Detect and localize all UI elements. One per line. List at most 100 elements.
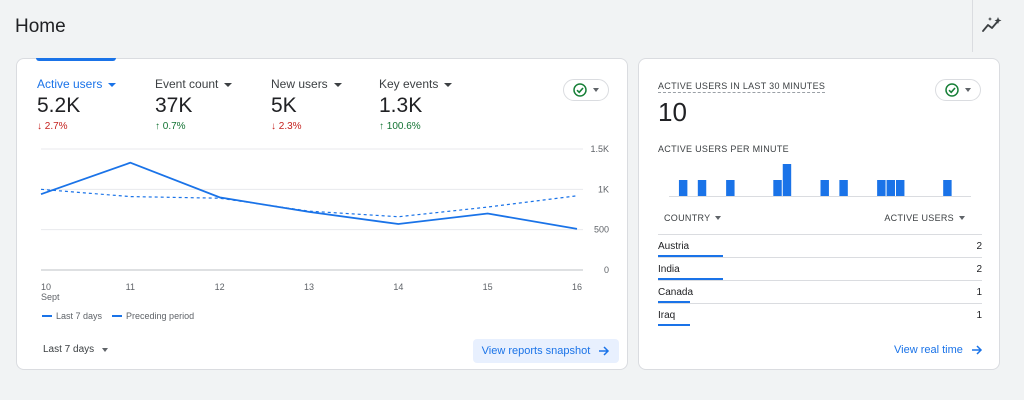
legend-item: Preceding period	[112, 311, 194, 321]
caret-down-icon	[224, 82, 233, 87]
table-row[interactable]: Austria 2	[658, 234, 982, 257]
x-tick-label: 11	[126, 282, 135, 292]
data-quality-status-button[interactable]	[563, 79, 609, 101]
overview-line-chart: 0 500 1K 1.5K 10 11 12 13 14 15 16 Sept	[40, 144, 609, 302]
share-bar	[658, 301, 691, 303]
metric-label: Event count	[155, 77, 219, 91]
x-tick-label: 13	[304, 282, 314, 292]
metric-change: ↓ 2.3%	[271, 121, 342, 132]
realtime-active-users-value: 10	[658, 97, 687, 127]
x-tick-label: 16	[572, 282, 582, 292]
metric-active-users[interactable]: Active users 5.2K ↓ 2.7%	[37, 77, 117, 132]
per-minute-bar-chart	[669, 164, 971, 197]
share-bar	[658, 278, 723, 280]
metric-change: ↓ 2.7%	[37, 121, 116, 132]
country-header-label: COUNTRY	[664, 213, 711, 223]
metric-key-events[interactable]: Key events 1.3K ↑ 100.6%	[379, 77, 453, 132]
check-circle-icon	[573, 83, 587, 97]
per-minute-bar	[943, 180, 952, 196]
arrow-up-icon: ↑	[155, 121, 160, 132]
x-tick-label: 15	[483, 282, 493, 292]
metric-value: 5K	[271, 94, 297, 117]
active-metric-indicator	[36, 58, 116, 61]
metric-value: 5.2K	[37, 94, 81, 117]
share-bar	[658, 324, 691, 326]
y-tick-label: 500	[594, 225, 609, 235]
x-tick-label: 10	[41, 282, 51, 292]
legend-label: Last 7 days	[56, 311, 103, 321]
legend-label: Preceding period	[126, 311, 195, 321]
per-minute-subtitle: ACTIVE USERS PER MINUTE	[658, 144, 789, 154]
metric-change: ↑ 0.7%	[155, 121, 232, 132]
metric-change-value: 100.6%	[386, 121, 421, 132]
realtime-title: ACTIVE USERS IN LAST 30 MINUTES	[658, 81, 826, 93]
caret-down-icon	[715, 216, 722, 220]
per-minute-bar	[782, 164, 792, 196]
country-name: Iraq	[658, 310, 676, 321]
legend-solid-swatch	[42, 315, 52, 317]
arrow-down-icon: ↓	[271, 121, 276, 132]
metric-event-count[interactable]: Event count 37K ↑ 0.7%	[155, 77, 233, 132]
country-name: Canada	[658, 287, 694, 298]
arrow-up-icon: ↑	[379, 121, 384, 132]
per-minute-bar	[697, 180, 707, 196]
legend-dashed-swatch	[112, 315, 123, 317]
table-row[interactable]: Iraq 1	[658, 303, 982, 326]
check-circle-icon	[945, 83, 959, 97]
topbar-divider	[972, 0, 973, 52]
country-name: Austria	[658, 241, 690, 252]
per-minute-bar	[773, 180, 782, 196]
metric-label: Key events	[379, 77, 439, 91]
per-minute-bar	[877, 180, 886, 196]
country-column-header[interactable]: COUNTRY	[664, 213, 722, 223]
caret-down-icon	[965, 88, 971, 92]
realtime-card: ACTIVE USERS IN LAST 30 MINUTES 10 ACTIV…	[638, 58, 1000, 370]
share-bar	[658, 255, 723, 257]
per-minute-bar	[726, 180, 735, 196]
metric-change-value: 2.3%	[278, 121, 302, 132]
date-range-label: Last 7 days	[43, 344, 95, 355]
realtime-status-button[interactable]	[935, 79, 981, 101]
view-reports-snapshot-button[interactable]: View reports snapshot	[473, 339, 619, 363]
arrow-down-icon: ↓	[37, 121, 42, 132]
date-range-select[interactable]: Last 7 days	[43, 344, 109, 355]
legend-item: Last 7 days	[42, 311, 102, 321]
top-bar: Home	[0, 0, 1024, 58]
caret-down-icon	[108, 82, 117, 87]
y-tick-label: 1.5K	[590, 144, 609, 154]
metric-change-value: 2.7%	[44, 121, 68, 132]
table-row[interactable]: Canada 1	[658, 280, 982, 303]
metric-change: ↑ 100.6%	[379, 121, 452, 132]
x-tick-label: 12	[215, 282, 225, 292]
per-minute-bar	[839, 180, 848, 196]
view-real-time-button[interactable]: View real time	[894, 344, 983, 356]
arrow-right-icon	[971, 345, 982, 355]
overview-card: Active users 5.2K ↓ 2.7% Event count 37K…	[16, 58, 628, 370]
metric-value: 37K	[155, 94, 193, 117]
country-count: 2	[976, 264, 982, 275]
per-minute-bar	[896, 180, 905, 196]
caret-down-icon	[444, 82, 453, 87]
table-row[interactable]: India 2	[658, 257, 982, 280]
country-count: 1	[976, 310, 982, 321]
active-users-column-header[interactable]: ACTIVE USERS	[884, 213, 965, 223]
view-real-time-label: View real time	[894, 344, 963, 356]
per-minute-bar	[886, 180, 895, 196]
insights-sparkle-icon	[982, 17, 1002, 32]
caret-down-icon	[102, 347, 109, 352]
metric-new-users[interactable]: New users 5K ↓ 2.3%	[271, 77, 342, 132]
country-count: 1	[976, 287, 982, 298]
per-minute-bar	[820, 180, 829, 196]
metric-change-value: 0.7%	[162, 121, 186, 132]
page-title: Home	[15, 16, 66, 37]
active-users-header-label: ACTIVE USERS	[884, 213, 954, 223]
chart-legend: Last 7 days Preceding period	[42, 311, 194, 321]
metric-value: 1.3K	[379, 94, 423, 117]
caret-down-icon	[333, 82, 342, 87]
country-count: 2	[976, 241, 982, 252]
country-name: India	[658, 264, 680, 275]
caret-down-icon	[959, 216, 965, 220]
x-tick-sublabel: Sept	[41, 292, 60, 302]
view-reports-snapshot-label: View reports snapshot	[481, 345, 591, 357]
insights-button[interactable]	[978, 12, 1006, 40]
